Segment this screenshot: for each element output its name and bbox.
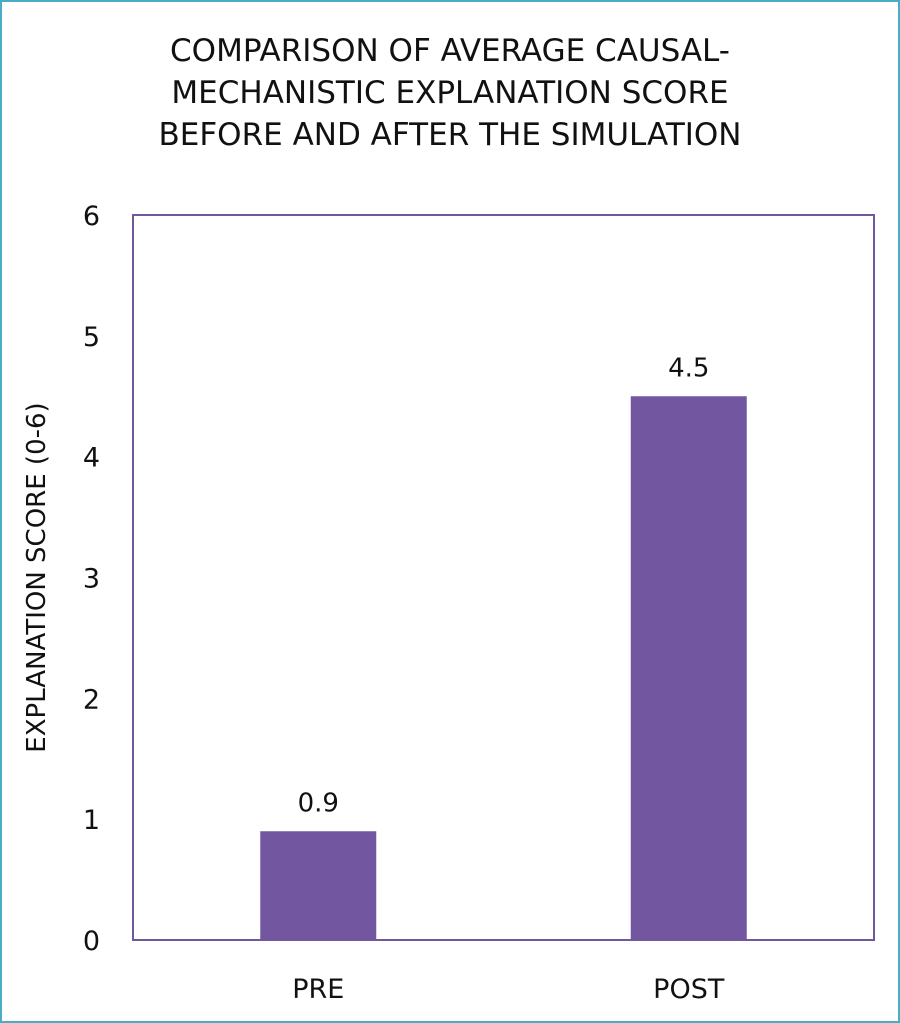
chart-title: COMPARISON OF AVERAGE CAUSAL- MECHANISTI… (2, 30, 898, 156)
y-tick-label: 3 (83, 564, 100, 595)
title-line-1: COMPARISON OF AVERAGE CAUSAL- (170, 33, 730, 69)
y-tick-label: 2 (83, 684, 100, 715)
data-label: 0.9 (298, 788, 339, 818)
title-line-2: MECHANISTIC EXPLANATION SCORE (171, 75, 729, 111)
y-tick-label: 4 (83, 443, 100, 474)
plot-area (132, 214, 875, 941)
y-tick-label: 0 (83, 926, 100, 957)
y-axis-label: EXPLANATION SCORE (0-6) (22, 402, 52, 752)
y-tick-label: 5 (83, 322, 100, 353)
bar-post (630, 396, 747, 940)
x-tick-label: POST (653, 974, 725, 1005)
title-line-3: BEFORE AND AFTER THE SIMULATION (158, 117, 742, 153)
bar-pre (260, 831, 377, 940)
data-label: 4.5 (668, 353, 709, 383)
y-tick-label: 1 (83, 805, 100, 836)
x-tick-label: PRE (292, 974, 344, 1005)
y-tick-label: 6 (83, 201, 100, 232)
